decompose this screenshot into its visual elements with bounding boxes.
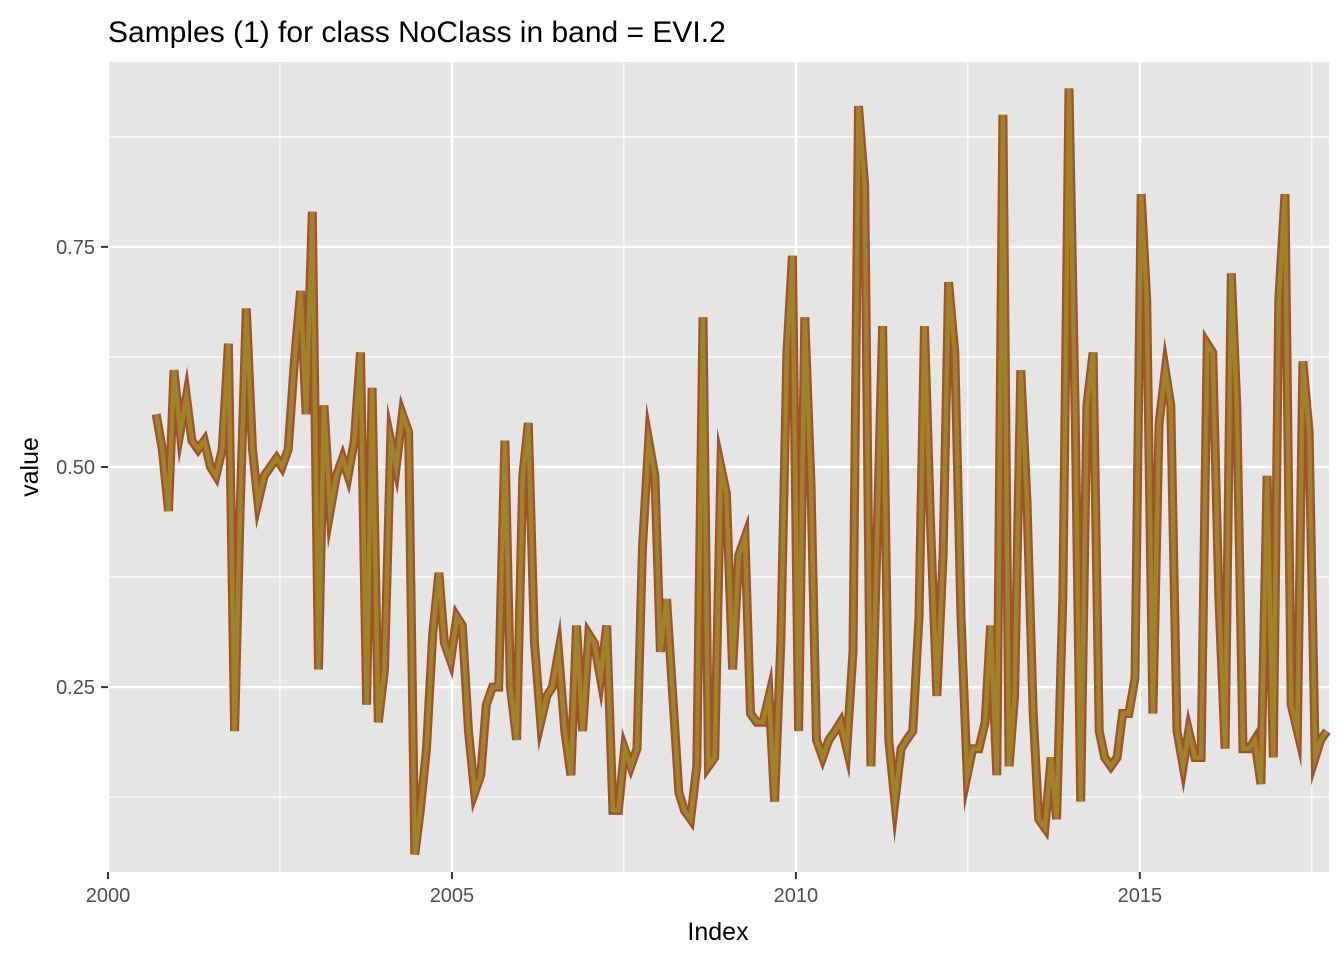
y-axis: 0.25 0.50 0.75 <box>56 237 108 699</box>
x-tick-label: 2010 <box>774 885 819 907</box>
series-line <box>153 88 1329 855</box>
x-tick-label: 2000 <box>86 885 131 907</box>
y-tick-label: 0.25 <box>56 677 95 699</box>
y-axis-title: value <box>16 437 44 497</box>
x-axis-title: Index <box>687 918 749 946</box>
series-layer <box>151 88 1331 855</box>
x-tick-label: 2005 <box>430 885 475 907</box>
x-tick-label: 2015 <box>1118 885 1163 907</box>
y-tick-label: 0.50 <box>56 457 95 479</box>
y-tick-label: 0.75 <box>56 237 95 259</box>
chart-title: Samples (1) for class NoClass in band = … <box>108 16 726 49</box>
x-axis: 2000 2005 2010 2015 <box>86 872 1162 907</box>
